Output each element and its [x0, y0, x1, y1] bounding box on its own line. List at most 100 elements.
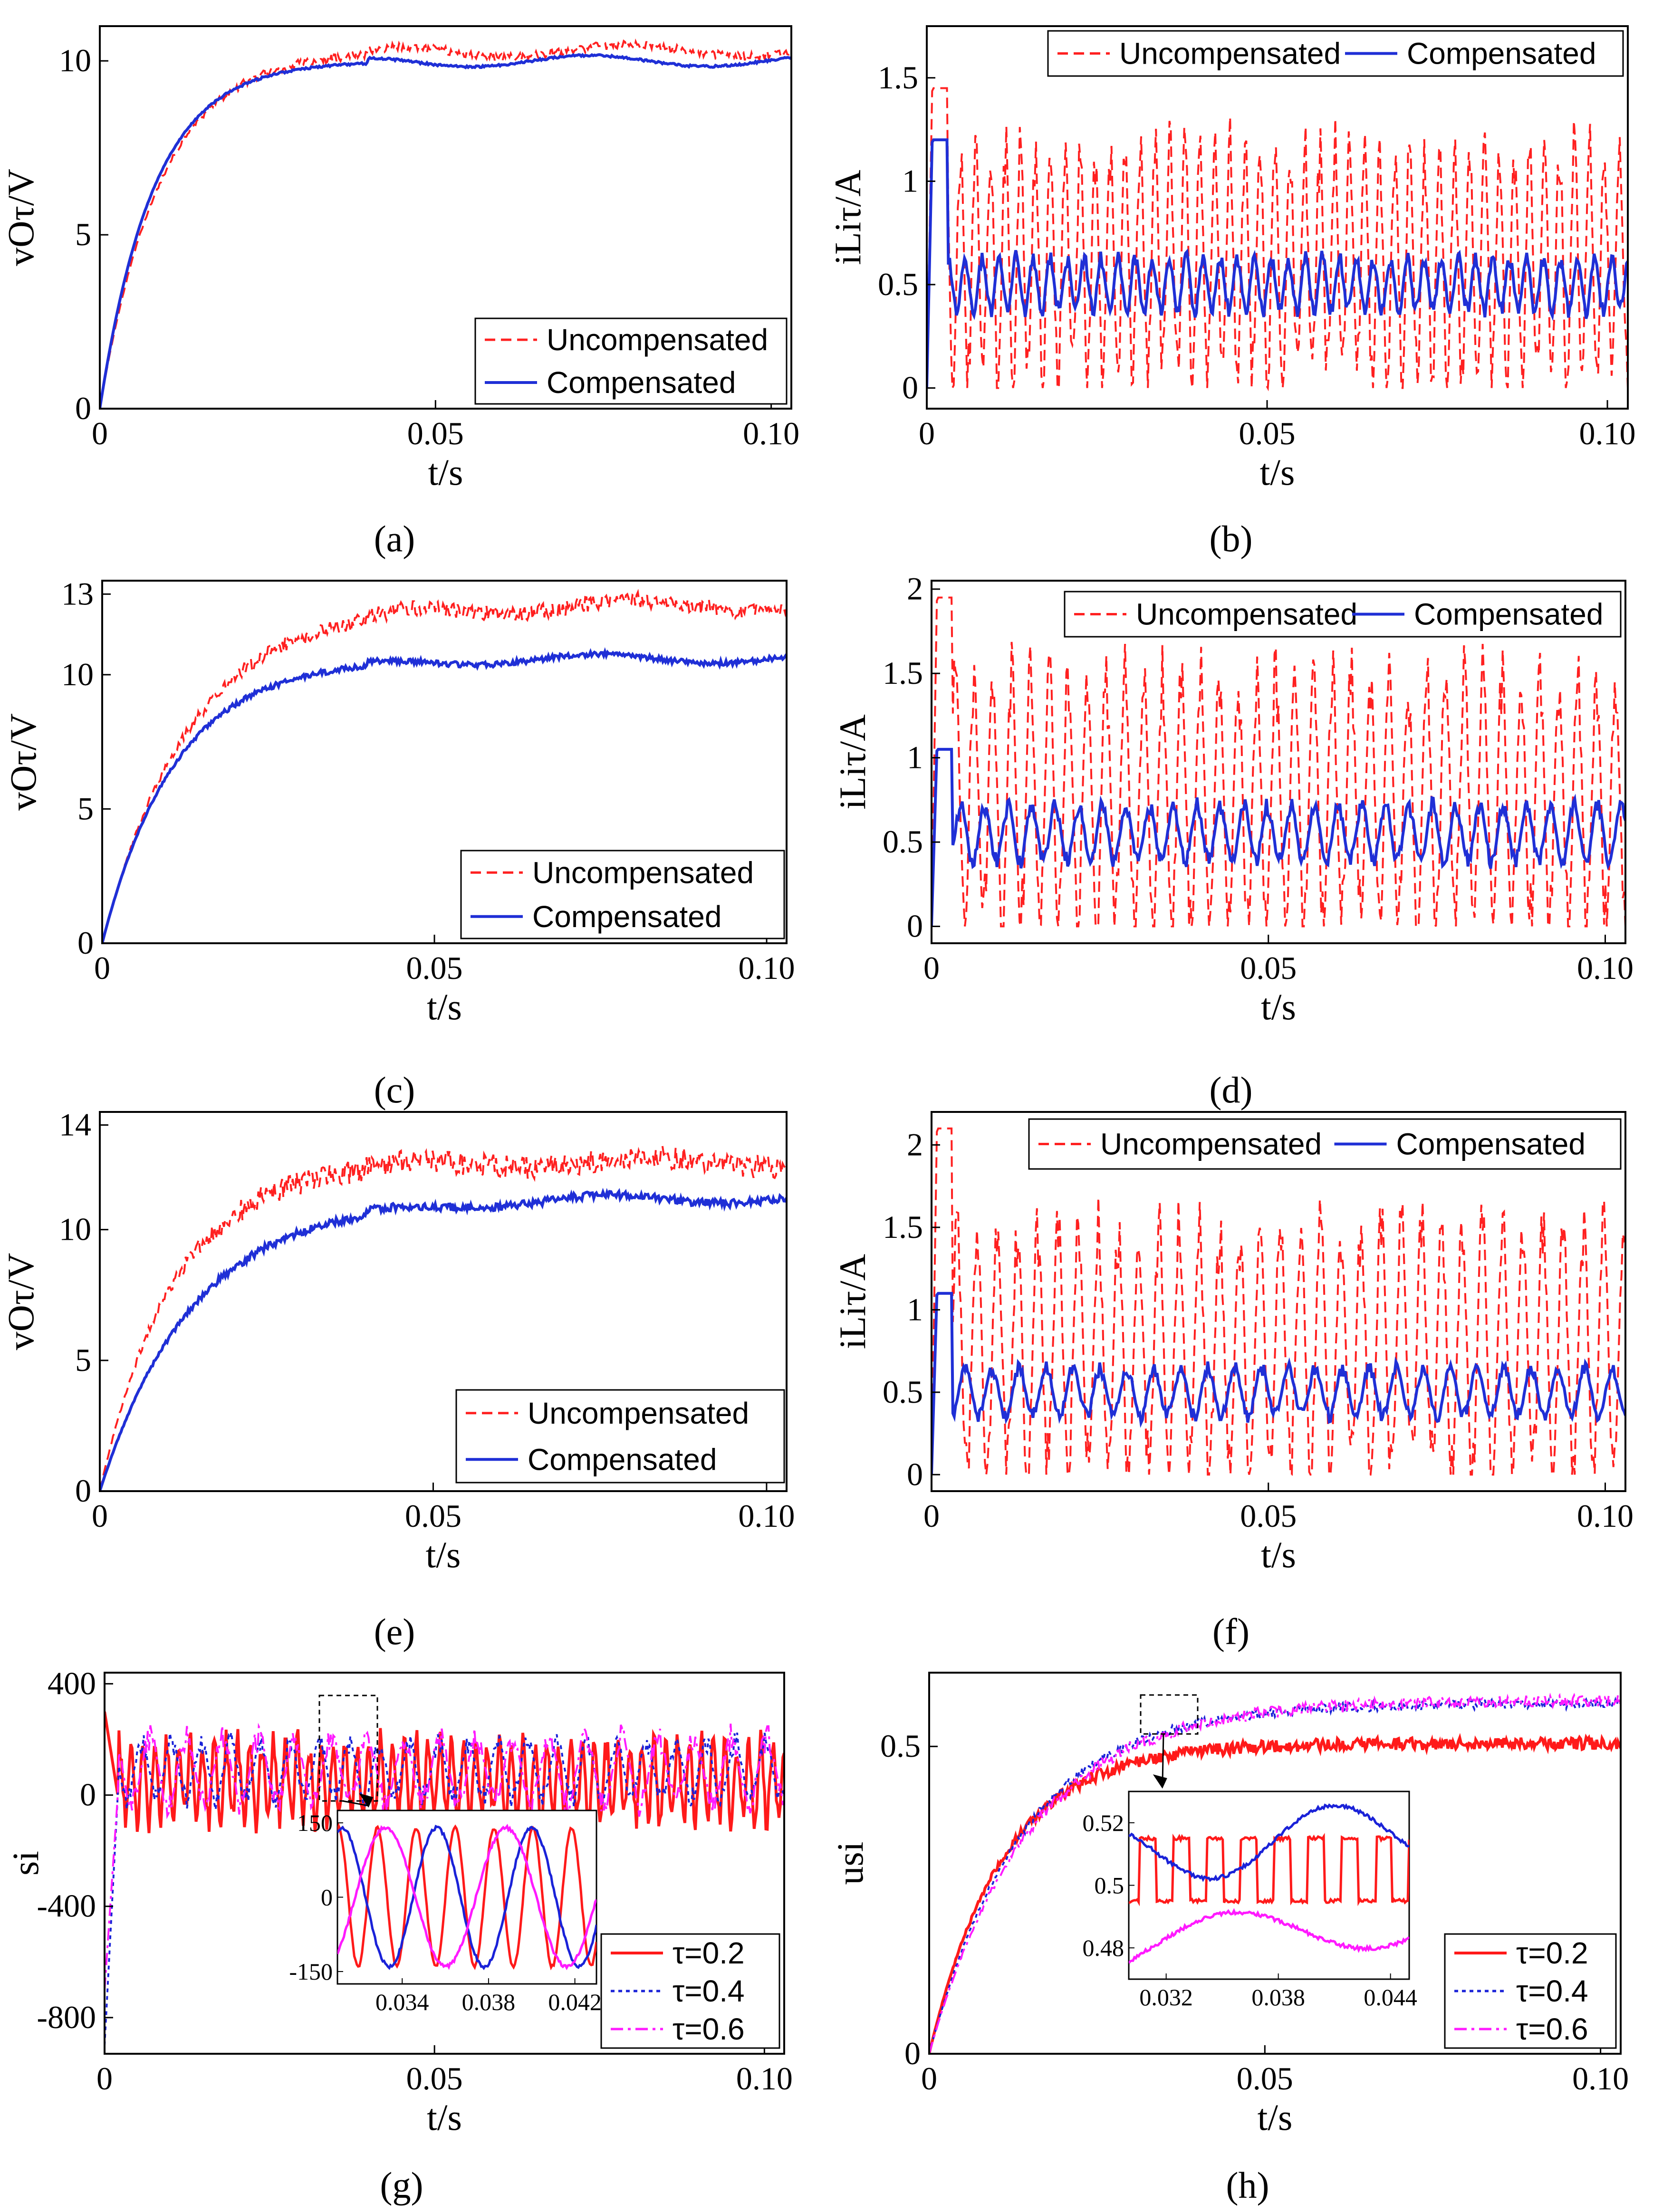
caption-label: (g) [380, 2164, 423, 2206]
x-tick-label: 0 [919, 415, 935, 451]
legend-label: Compensated [547, 365, 736, 400]
caption-label: (e) [374, 1611, 415, 1652]
x-tick-label: 0 [921, 2060, 937, 2097]
legend-box [455, 1389, 785, 1484]
legend-box [1047, 30, 1624, 77]
legend-label: τ=0.4 [1516, 1974, 1588, 2008]
inset-x-tick-label: 0.044 [1364, 1984, 1417, 2011]
plot-frame [931, 1111, 1626, 1492]
inset-y-tick-label: 0.52 [1083, 1810, 1124, 1836]
chart-g: 0 0.05 0.10 -800 -400 0 400 t/s si τ=0.2 τ=0.4 τ=0.… [5, 1665, 793, 2206]
x-tick-label: 0.10 [1577, 950, 1634, 986]
x-tick-label: 0 [92, 1498, 108, 1534]
legend-label: τ=0.6 [673, 2012, 745, 2046]
series-line-uncompensated [100, 1142, 787, 1491]
y-axis-label: vOτ/V [0, 1253, 41, 1350]
caption-label: (c) [374, 1069, 415, 1111]
series-line-04 [929, 1696, 1621, 2054]
x-tick-label: 0 [923, 950, 940, 986]
inset-x-tick-label: 0.038 [462, 1989, 516, 2015]
y-tick-label: -400 [37, 1888, 96, 1924]
plot-frame [99, 1111, 788, 1492]
y-tick-label: 5 [77, 790, 94, 826]
series-line-compensated [100, 1187, 787, 1491]
y-tick-label: 1 [907, 1291, 923, 1327]
inset-series-line [1129, 1803, 1409, 1882]
y-axis-label: vOτ/V [2, 713, 44, 811]
inset-x-tick-label: 0.034 [375, 1989, 429, 2015]
series-line-compensated [927, 138, 1628, 388]
caption-label: (b) [1210, 518, 1253, 559]
plot-frame [928, 1672, 1622, 2055]
y-tick-label: 0.5 [883, 824, 923, 860]
x-axis-label: t/s [428, 451, 463, 493]
y-tick-label: 0.5 [883, 1374, 923, 1410]
x-tick-label: 0.05 [406, 950, 463, 986]
x-tick-label: 0.05 [406, 2060, 463, 2097]
legend-label: τ=0.2 [673, 1936, 745, 1970]
x-tick-label: 0 [94, 950, 110, 986]
chart-a: 0 0.05 0.10 0 5 10 t/s vOτ/V Uncompensated Compen… [0, 25, 799, 559]
y-tick-label: 0 [904, 2035, 921, 2071]
x-axis-label: t/s [1261, 986, 1296, 1027]
zoom-region [1140, 1694, 1199, 1735]
chart-d: 0 0.05 0.10 0 0.5 1 1.5 2 t/s iLiτ/A Uncompensated… [832, 571, 1634, 1111]
x-tick-label: 0.10 [1577, 1498, 1634, 1534]
y-tick-label: 0 [902, 369, 918, 405]
inset-x-tick-label: 0.038 [1251, 1984, 1305, 2011]
x-tick-label: 0.05 [1240, 950, 1297, 986]
caption-label: (d) [1210, 1069, 1253, 1111]
inset-y-tick-label: -150 [289, 1958, 333, 1985]
series-line-uncompensated [932, 1127, 1625, 1476]
y-tick-label: 2 [907, 1126, 923, 1162]
x-tick-label: 0.05 [405, 1498, 461, 1534]
y-tick-label: 0 [75, 1473, 91, 1509]
x-axis-label: t/s [1258, 2097, 1293, 2138]
plot-frame [926, 25, 1629, 410]
chart-b: 0 0.05 0.10 0 0.5 1 1.5 t/s iLiτ/A Uncompensated C… [827, 25, 1636, 559]
y-tick-label: 1 [902, 163, 918, 199]
y-tick-label: 0 [75, 390, 91, 426]
chart-c: 0 0.05 0.10 0 5 10 13 t/s vOτ/V Uncompensated Comp… [2, 575, 795, 1111]
x-tick-label: 0.05 [407, 415, 464, 451]
legend-label: τ=0.2 [1516, 1936, 1588, 1970]
plot-frame [101, 580, 788, 944]
plot-frame [104, 1672, 785, 2055]
series-line-02 [929, 1733, 1621, 2054]
y-tick-label: 10 [59, 42, 91, 78]
legend-label: Compensated [1407, 37, 1596, 71]
y-tick-label: -800 [37, 1999, 96, 2035]
inset-series-line [337, 1822, 596, 1971]
x-tick-label: 0.05 [1240, 1498, 1297, 1534]
x-tick-label: 0.10 [736, 2060, 793, 2097]
legend-label: τ=0.6 [1516, 2012, 1588, 2046]
y-tick-label: 5 [75, 216, 91, 252]
inset-y-tick-label: 150 [297, 1810, 333, 1836]
x-axis-label: t/s [427, 2097, 462, 2138]
zoom-arrow-head [359, 1793, 374, 1808]
y-tick-label: 0.5 [878, 266, 918, 302]
series-line-04 [105, 1732, 784, 2046]
y-tick-label: 5 [75, 1342, 91, 1378]
x-axis-label: t/s [1261, 1534, 1296, 1575]
x-tick-label: 0.10 [738, 1498, 795, 1534]
plot-frame [931, 580, 1626, 944]
zoom-arrow [342, 1800, 369, 1807]
x-axis-label: t/s [427, 986, 462, 1027]
series-line-compensated [102, 647, 787, 943]
y-tick-label: 1.5 [878, 59, 918, 96]
legend-label: Compensated [528, 1442, 717, 1476]
caption-label: (h) [1226, 2164, 1269, 2206]
legend-label: Uncompensated [1136, 597, 1357, 632]
inset-y-tick-label: 0.5 [1095, 1872, 1124, 1899]
legend-label: Uncompensated [1100, 1127, 1322, 1161]
y-axis-label: iLiτ/A [832, 1254, 873, 1349]
series-line-compensated [932, 1292, 1625, 1475]
legend-label: Uncompensated [1119, 37, 1341, 71]
inset-series-line [337, 1823, 596, 1971]
y-axis-label: si [5, 1851, 46, 1876]
y-axis-label: usi [829, 1841, 871, 1885]
series-line-compensated [932, 747, 1625, 927]
y-tick-label: 10 [59, 1211, 91, 1247]
